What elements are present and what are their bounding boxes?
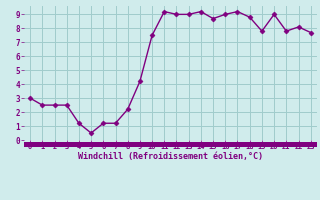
X-axis label: Windchill (Refroidissement éolien,°C): Windchill (Refroidissement éolien,°C) — [78, 152, 263, 161]
